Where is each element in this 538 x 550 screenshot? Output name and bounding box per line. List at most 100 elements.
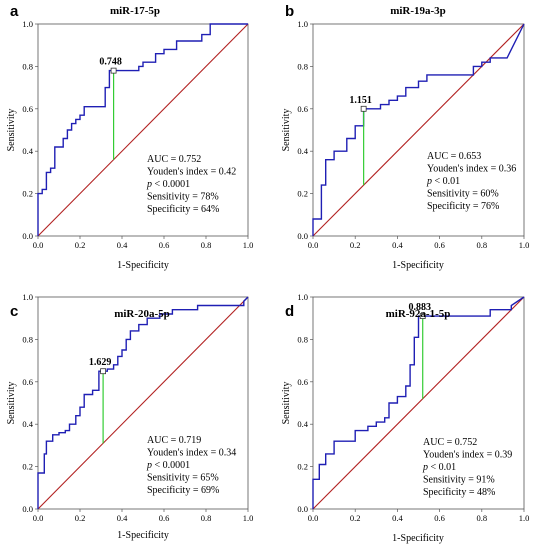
x-tick-label: 0.2 [350,513,361,523]
roc-panel-d: 0.0 0.2 0.4 0.6 0.8 1.0 0.0 0.2 0.4 0.6 0.8 1.0 0.88… [281,292,529,544]
x-tick-label: 0.8 [201,513,212,523]
cutoff-marker [110,67,117,74]
y-tick-label: 0.2 [22,189,33,199]
stat-line: p < 0.0001 [146,179,190,190]
panel-title: miR-20a-5p [114,308,170,320]
y-tick-label: 1.0 [22,292,33,302]
stat-line: Youden's index = 0.34 [147,448,236,459]
roc-curve [312,23,525,236]
roc-curve [37,296,249,509]
cutoff-marker [360,105,367,112]
cutoff-label: 0.883 [408,302,431,313]
x-tick-label: 1.0 [243,513,254,523]
y-tick-label: 0.6 [22,377,33,387]
stat-line: p < 0.01 [422,462,456,473]
stat-line: Specificity = 64% [147,204,219,215]
y-axis-label: Sensitivity [6,382,17,425]
cutoff-label: 1.151 [349,95,372,106]
y-tick-label: 0.4 [22,419,33,429]
cutoff-label: 1.629 [89,357,112,368]
stat-line: Sensitivity = 60% [427,189,499,200]
panel-letter: a [10,3,19,20]
stat-line: Sensitivity = 91% [423,475,495,486]
x-tick-label: 0.4 [392,513,403,523]
x-tick-label: 0.6 [434,513,445,523]
y-tick-label: 0.4 [297,146,308,156]
x-tick-label: 0.8 [476,513,487,523]
x-tick-label: 0.8 [201,240,212,250]
y-tick-label: 0.4 [22,146,33,156]
stat-line: Specificity = 76% [427,201,499,212]
y-tick-label: 0.0 [297,231,308,241]
chance-diagonal-line [312,23,525,237]
x-tick-label: 0.4 [117,240,128,250]
y-tick-label: 0.0 [22,231,33,241]
x-axis-label: 1-Specificity [117,530,169,541]
x-tick-label: 0.8 [476,240,487,250]
y-tick-label: 1.0 [22,19,33,29]
y-tick-label: 0.8 [297,334,308,344]
x-tick-label: 0.6 [434,240,445,250]
stat-line: Specificity = 69% [147,485,219,496]
stat-line: p < 0.01 [426,176,460,187]
cutoff-label: 0.748 [99,57,122,68]
panel-letter: d [285,303,294,320]
y-axis-label: Sensitivity [281,382,292,425]
y-axis-label: Sensitivity [6,109,17,152]
stat-line: p < 0.0001 [146,460,190,471]
cutoff-marker [419,313,426,319]
chance-diagonal-line [312,296,525,510]
x-tick-label: 0.0 [308,513,319,523]
x-tick-label: 0.2 [350,240,361,250]
x-tick-label: 0.4 [392,240,403,250]
x-tick-label: 1.0 [519,513,530,523]
plot-frame [312,23,525,237]
y-tick-label: 0.8 [22,61,33,71]
y-tick-label: 0.6 [297,377,308,387]
panel-title: miR-17-5p [110,5,160,17]
chance-diagonal-line [37,296,249,510]
x-axis-label: 1-Specificity [392,260,444,271]
plot-frame [37,23,249,237]
roc-panel-b: 0.0 0.2 0.4 0.6 0.8 1.0 0.0 0.2 0.4 0.6 0.8 1.0 1.15… [281,3,529,271]
stat-line: AUC = 0.752 [147,154,201,165]
panel-letter: b [285,3,294,20]
plot-frame [37,296,249,510]
stat-line: Youden's index = 0.42 [147,167,236,178]
stat-line: AUC = 0.653 [427,151,481,162]
stat-line: Youden's index = 0.39 [423,450,512,461]
stat-line: Specificity = 48% [423,487,495,498]
y-tick-label: 0.0 [22,504,33,514]
y-tick-label: 1.0 [297,19,308,29]
panel-title: miR-92a-1-5p [386,308,451,320]
y-tick-label: 0.6 [22,104,33,114]
plot-frame [312,296,525,510]
roc-panel-c: 0.0 0.2 0.4 0.6 0.8 1.0 0.0 0.2 0.4 0.6 0.8 1.0 1.62… [6,292,253,541]
y-tick-label: 0.2 [22,462,33,472]
x-axis-label: 1-Specificity [117,260,169,271]
y-tick-label: 0.8 [297,61,308,71]
panel-title: miR-19a-3p [390,5,446,17]
y-tick-label: 0.0 [297,504,308,514]
x-tick-label: 0.0 [33,513,44,523]
x-tick-label: 0.4 [117,513,128,523]
stat-line: AUC = 0.719 [147,435,201,446]
stat-line: Sensitivity = 78% [147,192,219,203]
stat-line: Sensitivity = 65% [147,473,219,484]
x-tick-label: 0.2 [75,240,86,250]
roc-curve [37,23,248,236]
panel-letter: c [10,303,18,320]
y-tick-label: 0.4 [297,419,308,429]
x-tick-label: 1.0 [519,240,530,250]
y-tick-label: 0.8 [22,334,33,344]
x-axis-label: 1-Specificity [392,533,444,544]
cutoff-marker [100,368,106,375]
roc-panel-a: 0.0 0.2 0.4 0.6 0.8 1.0 0.0 0.2 0.4 0.6 0.8 1.0 0.74… [6,3,253,271]
chance-diagonal-line [37,23,249,237]
x-tick-label: 0.0 [308,240,319,250]
y-tick-label: 1.0 [297,292,308,302]
roc-curve [312,296,525,509]
stat-line: AUC = 0.752 [423,437,477,448]
y-tick-label: 0.2 [297,462,308,472]
